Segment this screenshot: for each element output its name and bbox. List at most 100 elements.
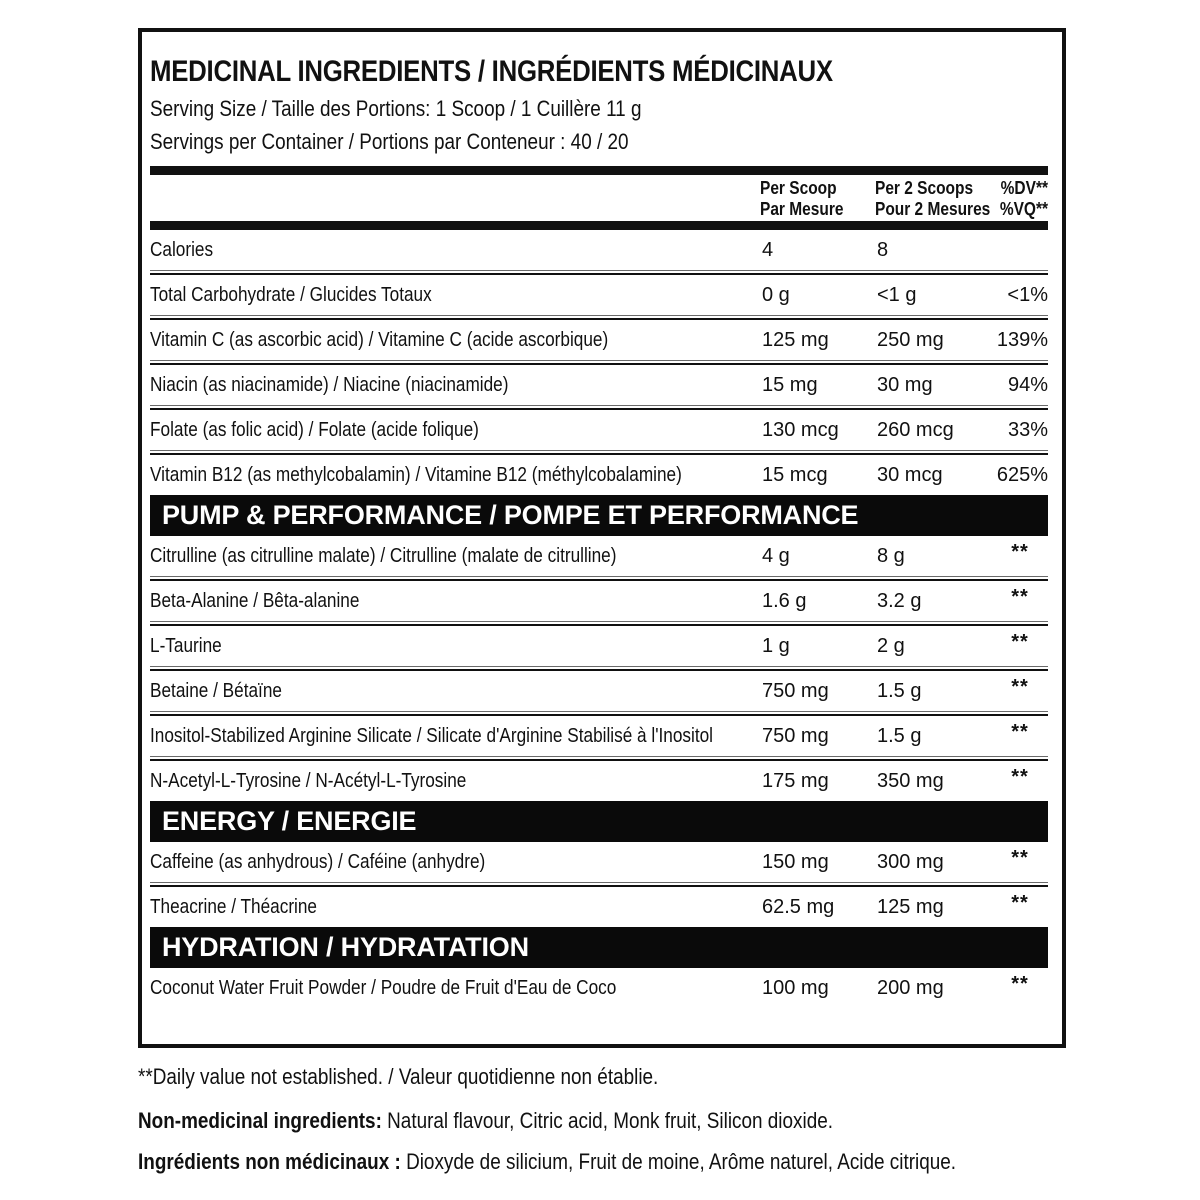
non-medicinal-fr-text: Dioxyde de silicium, Fruit de moine, Arô… [400,1149,957,1174]
per-scoop-value: 175 mg [762,769,829,792]
ingredient-name: Coconut Water Fruit Powder / Poudre de F… [150,976,617,999]
non-medicinal-ingredients-en: Non-medicinal ingredients: Natural flavo… [138,1106,1138,1136]
per-2-scoops-value: <1 g [877,283,917,306]
section-header: ENERGY / ENERGIE [150,801,1048,842]
per-2-scoops-value: 8 [877,238,889,261]
table-row: L-Taurine 1 g 2 g ** [150,626,1048,666]
daily-value-percent: ** [1011,765,1029,788]
row-separator [150,405,1048,410]
non-medicinal-fr-label: Ingrédients non médicinaux : [138,1149,401,1174]
per-scoop-value: 750 mg [762,679,829,702]
per-scoop-value: 150 mg [762,850,829,873]
non-medicinal-en-label: Non-medicinal ingredients: [138,1108,382,1133]
per-scoop-value: 15 mg [762,373,818,396]
non-medicinal-ingredients-fr: Ingrédients non médicinaux : Dioxyde de … [138,1147,1138,1177]
divider-bar-top [150,166,1048,175]
serving-size-line: Serving Size / Taille des Portions: 1 Sc… [150,96,642,121]
per-2-scoops-value: 300 mg [877,850,944,873]
per-2-scoops-value: 8 g [877,544,905,567]
daily-value-percent: 139% [996,328,1048,351]
table-row: Theacrine / Théacrine 62.5 mg 125 mg ** [150,887,1048,927]
daily-value-percent: ** [1011,675,1029,698]
ingredient-name: Inositol-Stabilized Arginine Silicate / … [150,724,714,747]
ingredient-name: Betaine / Bétaïne [150,679,282,702]
panel-title-text: MEDICINAL INGREDIENTS / INGRÉDIENTS MÉDI… [150,55,833,88]
per-scoop-value: 4 [762,238,774,261]
per-2-scoops-value: 1.5 g [877,679,922,702]
footnotes: **Daily value not established. / Valeur … [138,1062,1138,1177]
table-row: Vitamin B12 (as methylcobalamin) / Vitam… [150,455,1048,495]
table-row: Betaine / Bétaïne 750 mg 1.5 g ** [150,671,1048,711]
row-separator [150,360,1048,365]
ingredient-name: L-Taurine [150,634,222,657]
row-separator [150,756,1048,761]
table-row: N-Acetyl-L-Tyrosine / N-Acétyl-L-Tyrosin… [150,761,1048,801]
ingredient-name: Folate (as folic acid) / Folate (acide f… [150,418,479,441]
ingredient-name: Caffeine (as anhydrous) / Caféine (anhyd… [150,850,486,873]
section-header: PUMP & PERFORMANCE / POMPE ET PERFORMANC… [150,495,1048,536]
daily-value-percent: 33% [1007,418,1048,441]
panel-title: MEDICINAL INGREDIENTS / INGRÉDIENTS MÉDI… [150,52,1048,92]
row-separator [150,450,1048,455]
column-headers: Per Scoop Par Mesure Per 2 Scoops Pour 2… [150,175,1048,221]
per-2-scoops-value: 30 mg [877,373,933,396]
per-2-scoops-value: 125 mg [877,895,944,918]
per-2-scoops-value: 3.2 g [877,589,922,612]
ingredient-name: Beta-Alanine / Bêta-alanine [150,589,360,612]
divider-bar-header [150,221,1048,230]
row-separator [150,711,1048,716]
row-separator [150,621,1048,626]
row-separator [150,315,1048,320]
per-scoop-value: 4 g [762,544,790,567]
per-scoop-value: 62.5 mg [762,895,835,918]
table-row: Inositol-Stabilized Arginine Silicate / … [150,716,1048,756]
daily-value-percent: ** [1011,891,1029,914]
per-2-scoops-value: 2 g [877,634,905,657]
panel-content: MEDICINAL INGREDIENTS / INGRÉDIENTS MÉDI… [142,32,1062,1008]
per-2-scoops-value: 250 mg [877,328,944,351]
section-header: HYDRATION / HYDRATATION [150,927,1048,968]
column-header-per-2-scoops: Per 2 Scoops Pour 2 Mesures [875,178,991,219]
row-separator [150,882,1048,887]
daily-value-percent: ** [1011,585,1029,608]
per-scoop-value: 125 mg [762,328,829,351]
ingredient-table: Calories 4 8 Total Carbohydrate / Glucid… [150,230,1048,1008]
table-row: Total Carbohydrate / Glucides Totaux 0 g… [150,275,1048,315]
per-2-scoops-value: 200 mg [877,976,944,999]
daily-value-footnote: **Daily value not established. / Valeur … [138,1064,659,1089]
ingredient-name: N-Acetyl-L-Tyrosine / N-Acétyl-L-Tyrosin… [150,769,467,792]
table-row: Coconut Water Fruit Powder / Poudre de F… [150,968,1048,1008]
per-scoop-value: 15 mcg [762,463,828,486]
daily-value-percent: <1% [1007,283,1048,306]
column-header-dv: %DV** %VQ** [999,178,1049,219]
ingredient-name: Citrulline (as citrulline malate) / Citr… [150,544,617,567]
table-row: Calories 4 8 [150,230,1048,270]
per-scoop-value: 1 g [762,634,790,657]
per-2-scoops-value: 350 mg [877,769,944,792]
per-2-scoops-value: 260 mcg [877,418,954,441]
daily-value-percent: ** [1011,972,1029,995]
per-scoop-value: 100 mg [762,976,829,999]
per-2-scoops-value: 30 mcg [877,463,943,486]
medicinal-ingredients-panel: MEDICINAL INGREDIENTS / INGRÉDIENTS MÉDI… [138,28,1066,1048]
daily-value-percent: 625% [996,463,1048,486]
ingredient-name: Theacrine / Théacrine [150,895,318,918]
per-scoop-value: 0 g [762,283,790,306]
per-scoop-value: 130 mcg [762,418,839,441]
per-2-scoops-value: 1.5 g [877,724,922,747]
table-row: Beta-Alanine / Bêta-alanine 1.6 g 3.2 g … [150,581,1048,621]
row-separator [150,666,1048,671]
table-row: Vitamin C (as ascorbic acid) / Vitamine … [150,320,1048,360]
servings-per-container-line: Servings per Container / Portions par Co… [150,129,629,154]
column-header-spacer [150,176,760,220]
daily-value-percent: ** [1011,630,1029,653]
table-row: Niacin (as niacinamide) / Niacine (niaci… [150,365,1048,405]
ingredient-name: Vitamin C (as ascorbic acid) / Vitamine … [150,328,609,351]
table-row: Caffeine (as anhydrous) / Caféine (anhyd… [150,842,1048,882]
row-separator [150,576,1048,581]
ingredient-name: Total Carbohydrate / Glucides Totaux [150,283,432,306]
row-separator [150,270,1048,275]
table-row: Folate (as folic acid) / Folate (acide f… [150,410,1048,450]
ingredient-name: Niacin (as niacinamide) / Niacine (niaci… [150,373,509,396]
